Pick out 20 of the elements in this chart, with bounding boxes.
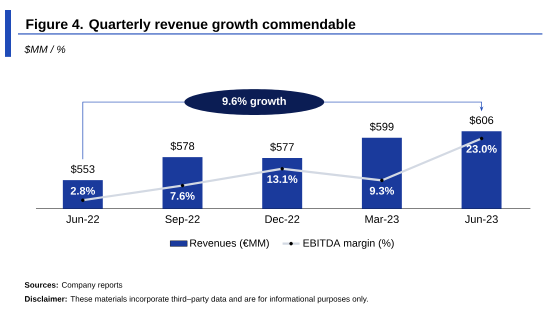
annotation: 9.6% growth (222, 97, 286, 108)
x-tick-label: Dec-22 (265, 215, 300, 224)
x-tick-label: Jun-22 (66, 215, 100, 224)
chart-subtitle: $MM / % (24, 45, 66, 54)
data-label: 7.6% (170, 192, 195, 200)
data-label: $578 (170, 142, 194, 151)
data-label: 23.0% (466, 145, 497, 153)
data-label: 13.1% (267, 175, 298, 184)
data-label: $577 (270, 142, 294, 152)
chart-title: Figure 4. Quarterly revenue growth commendable (26, 19, 356, 32)
data-label: $606 (470, 116, 494, 125)
data-label: $553 (70, 164, 95, 174)
legend-label: Revenues (€MM) (190, 239, 269, 249)
x-tick-label: Jun-23 (465, 215, 498, 224)
data-label: $599 (370, 122, 394, 132)
x-tick-label: Mar-23 (365, 215, 399, 224)
data-label: 2.8% (70, 187, 96, 195)
x-tick-label: Sep-22 (165, 215, 200, 226)
data-label: 9.3% (370, 187, 394, 195)
legend-label: EBITDA margin (%) (304, 239, 394, 249)
